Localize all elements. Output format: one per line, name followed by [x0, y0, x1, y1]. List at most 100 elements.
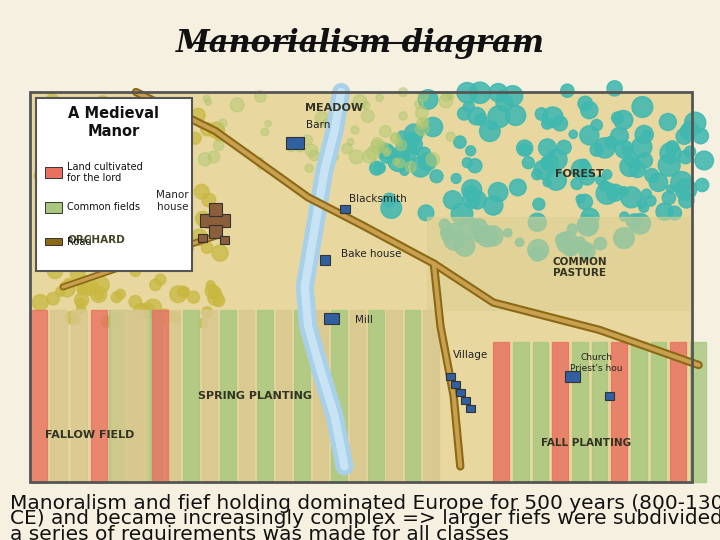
- Circle shape: [620, 212, 629, 221]
- Circle shape: [667, 147, 676, 156]
- Circle shape: [637, 199, 647, 208]
- Circle shape: [122, 201, 130, 210]
- Circle shape: [95, 140, 103, 148]
- Circle shape: [202, 193, 216, 207]
- Circle shape: [71, 315, 80, 325]
- Circle shape: [145, 227, 159, 240]
- Circle shape: [649, 173, 667, 192]
- Circle shape: [96, 136, 104, 145]
- Text: ORCHARD: ORCHARD: [68, 235, 125, 245]
- Circle shape: [390, 134, 400, 144]
- Circle shape: [645, 168, 659, 183]
- Circle shape: [629, 161, 645, 178]
- Bar: [131, 310, 148, 482]
- Circle shape: [170, 313, 181, 323]
- Circle shape: [198, 319, 207, 327]
- Circle shape: [130, 266, 140, 276]
- Circle shape: [462, 191, 480, 208]
- Circle shape: [181, 152, 191, 161]
- Circle shape: [488, 122, 496, 130]
- Circle shape: [55, 287, 65, 296]
- Circle shape: [404, 133, 420, 148]
- Circle shape: [457, 107, 471, 120]
- Circle shape: [160, 198, 171, 208]
- Circle shape: [177, 286, 189, 297]
- FancyBboxPatch shape: [466, 405, 475, 412]
- Bar: [423, 310, 439, 482]
- Circle shape: [441, 91, 451, 101]
- Bar: [331, 310, 346, 482]
- Circle shape: [388, 150, 410, 172]
- Text: Manor
house: Manor house: [156, 191, 189, 212]
- Circle shape: [577, 194, 593, 210]
- Circle shape: [192, 109, 205, 122]
- Circle shape: [645, 195, 656, 206]
- Bar: [239, 310, 254, 482]
- Circle shape: [208, 290, 223, 306]
- Bar: [45, 167, 62, 178]
- Circle shape: [679, 150, 692, 164]
- Circle shape: [404, 135, 423, 153]
- Circle shape: [196, 212, 210, 226]
- Bar: [493, 342, 509, 482]
- Circle shape: [621, 145, 631, 154]
- Circle shape: [621, 187, 642, 208]
- Circle shape: [71, 118, 81, 128]
- Text: Village: Village: [453, 350, 488, 360]
- Circle shape: [543, 178, 552, 187]
- Circle shape: [462, 180, 482, 200]
- Circle shape: [483, 226, 503, 246]
- Circle shape: [66, 312, 78, 324]
- Circle shape: [143, 122, 161, 140]
- Circle shape: [541, 154, 559, 172]
- Circle shape: [68, 237, 81, 250]
- Circle shape: [469, 82, 490, 104]
- Bar: [30, 310, 47, 482]
- Circle shape: [208, 151, 220, 163]
- Circle shape: [134, 145, 150, 162]
- Circle shape: [351, 126, 359, 134]
- Circle shape: [353, 95, 367, 109]
- Circle shape: [685, 146, 696, 157]
- Circle shape: [255, 91, 266, 102]
- Circle shape: [666, 141, 679, 153]
- Circle shape: [503, 86, 523, 106]
- Circle shape: [376, 94, 383, 102]
- Circle shape: [96, 96, 109, 110]
- Circle shape: [138, 229, 151, 241]
- Circle shape: [667, 185, 675, 193]
- Circle shape: [613, 111, 633, 130]
- Circle shape: [371, 140, 384, 153]
- Text: FALL PLANTING: FALL PLANTING: [541, 438, 631, 448]
- Circle shape: [58, 188, 72, 202]
- Circle shape: [64, 278, 73, 287]
- Circle shape: [395, 139, 418, 161]
- Circle shape: [510, 179, 526, 195]
- Circle shape: [130, 114, 145, 128]
- Circle shape: [256, 157, 264, 164]
- Circle shape: [579, 243, 595, 259]
- Circle shape: [626, 214, 642, 229]
- Circle shape: [556, 233, 569, 246]
- Text: Bake house: Bake house: [341, 249, 401, 259]
- Circle shape: [48, 264, 63, 279]
- Circle shape: [695, 151, 714, 170]
- Circle shape: [642, 189, 652, 199]
- Circle shape: [219, 119, 227, 127]
- Circle shape: [334, 117, 343, 125]
- Circle shape: [488, 183, 508, 202]
- Circle shape: [484, 196, 503, 215]
- Circle shape: [116, 289, 125, 299]
- Circle shape: [205, 99, 212, 105]
- Circle shape: [76, 213, 94, 231]
- Circle shape: [660, 113, 676, 131]
- Circle shape: [243, 149, 251, 157]
- FancyBboxPatch shape: [565, 371, 580, 382]
- Circle shape: [179, 209, 187, 218]
- Circle shape: [194, 184, 209, 199]
- Bar: [151, 310, 168, 482]
- Circle shape: [611, 127, 629, 145]
- Circle shape: [468, 107, 485, 125]
- Bar: [552, 342, 568, 482]
- Circle shape: [383, 150, 390, 157]
